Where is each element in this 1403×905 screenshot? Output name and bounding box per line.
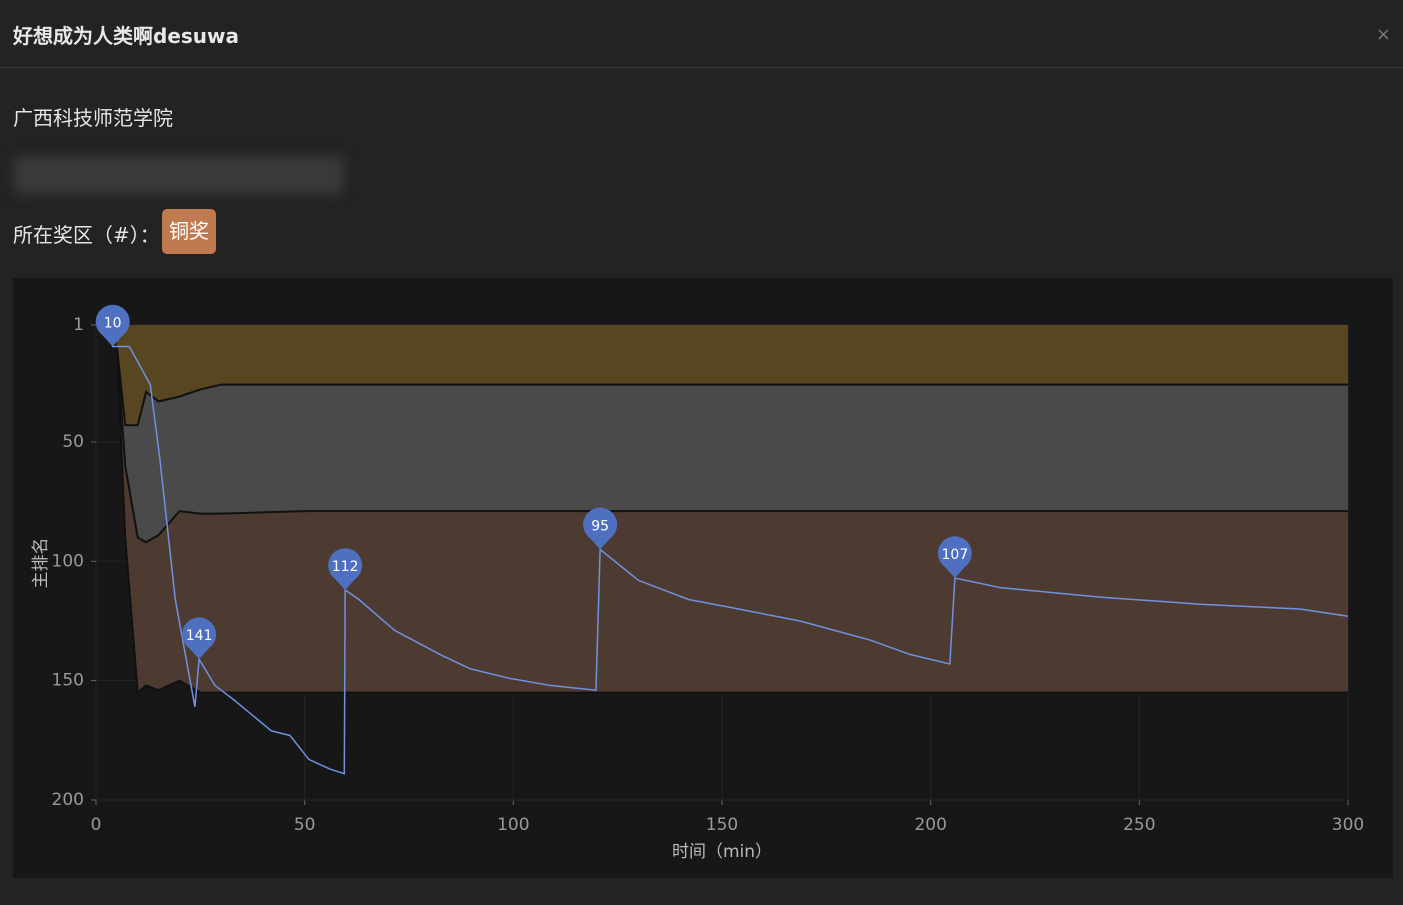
x-tick-label: 200	[914, 815, 946, 835]
school-name: 广西科技师范学院	[13, 106, 173, 130]
y-tick-label: 50	[62, 432, 84, 452]
dialog-title: 好想成为人类啊desuwa	[13, 24, 239, 48]
x-tick-label: 150	[706, 815, 738, 835]
band-boundary	[115, 346, 1348, 695]
pin-label: 112	[332, 559, 359, 575]
award-band	[116, 346, 1348, 693]
x-tick-label: 100	[497, 815, 529, 835]
pin-label: 141	[186, 628, 213, 644]
x-axis-label: 时间（min）	[672, 842, 772, 862]
band-boundary	[115, 346, 1348, 427]
rank-pin	[328, 548, 363, 590]
y-tick-label: 150	[52, 671, 84, 691]
chart-panel: 时间（min） 主排名 0 50 100 150 200 250 300 1 50 100 150 2…	[13, 278, 1393, 878]
chart: 时间（min） 主排名 0 50 100 150 200 250 3001501001502…	[31, 304, 1364, 862]
award-band	[116, 325, 1348, 426]
x-tick-label: 250	[1123, 815, 1155, 835]
rank-pin	[937, 536, 972, 579]
divider	[0, 67, 1403, 68]
pin-label: 10	[104, 315, 122, 331]
x-tick-label: 300	[1332, 815, 1364, 835]
rank-pin	[182, 617, 217, 660]
rank-pin	[583, 507, 618, 550]
blurred-text	[14, 156, 344, 194]
y-axis-label: 主排名	[31, 538, 51, 589]
pin-label: 107	[942, 547, 969, 563]
x-tick-label: 0	[91, 815, 102, 835]
pin-label: 95	[591, 518, 609, 534]
award-label: 所在奖区（#）：	[13, 223, 160, 247]
x-tick-label: 50	[294, 815, 316, 835]
y-tick-label: 100	[52, 551, 84, 571]
y-tick-label: 200	[52, 790, 84, 810]
band-boundary	[115, 346, 1348, 544]
close-button[interactable]: ×	[1375, 24, 1391, 45]
y-tick-label: 1	[73, 315, 84, 335]
award-badge: 铜奖	[162, 209, 216, 254]
rank-pin	[95, 304, 130, 347]
award-band	[116, 346, 1348, 543]
rank-line	[103, 324, 1349, 775]
